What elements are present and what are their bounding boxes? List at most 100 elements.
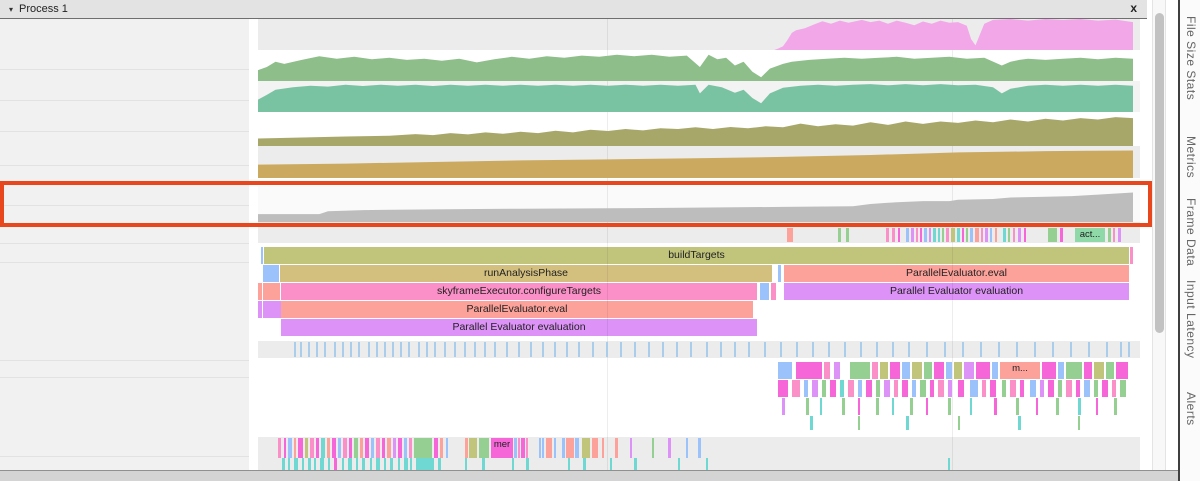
evaluator-slice[interactable] [1066,362,1082,379]
cpu-heavy-slice[interactable] [371,438,374,458]
evaluator-slice[interactable] [976,362,990,379]
gc-tick[interactable] [1088,342,1090,357]
cpu-heavy-slice[interactable] [615,438,618,458]
cpu-heavy-slice[interactable] [302,458,304,470]
flame-bar[interactable] [263,301,281,318]
gc-tick[interactable] [566,342,568,357]
evaluator-slice[interactable] [1058,362,1064,379]
horizontal-scrollbar[interactable] [0,470,1178,481]
evaluator-slice[interactable] [782,398,785,415]
cpu-heavy-slice[interactable] [409,438,412,458]
evaluator-slice[interactable] [778,380,788,397]
critical-path-slice[interactable] [957,228,960,242]
cpu-heavy-slice[interactable] [539,438,541,458]
cpu-heavy-slice[interactable] [562,438,565,458]
critical-path-slice[interactable] [981,228,983,242]
critical-path-slice[interactable] [1048,228,1057,242]
gc-tick[interactable] [926,342,928,357]
gc-tick[interactable] [1052,342,1054,357]
evaluator-slice[interactable] [876,380,880,397]
evaluator-slice[interactable] [850,362,870,379]
gc-tick[interactable] [980,342,982,357]
cpu-heavy-slice[interactable] [362,458,365,470]
evaluator-slice[interactable] [848,380,854,397]
gc-tick[interactable] [748,342,750,357]
critical-path-slice[interactable] [1003,228,1006,242]
flame-bar[interactable] [258,283,262,300]
cpu-heavy-slice[interactable] [652,438,654,458]
cpu-heavy-slice[interactable] [376,458,380,470]
critical-path-slice[interactable] [966,228,968,242]
evaluator-slice[interactable] [1002,380,1006,397]
gc-tick[interactable] [892,342,894,357]
critical-path-slice[interactable] [985,228,988,242]
cpu-heavy-slice[interactable] [465,458,467,470]
gc-tick[interactable] [334,342,336,357]
evaluator-slice[interactable] [1084,362,1092,379]
cpu-heavy-slice[interactable] [390,458,393,470]
evaluator-slice[interactable] [1102,380,1108,397]
gc-tick[interactable] [408,342,410,357]
evaluator-slice[interactable] [946,362,952,379]
evaluator-slice[interactable] [824,362,830,379]
cpu-heavy-slice[interactable] [327,438,330,458]
tab-frame-data[interactable]: Frame Data [1184,198,1198,267]
evaluator-slice[interactable] [892,398,894,415]
evaluator-slice[interactable] [830,380,836,397]
usage-area-chart[interactable] [258,146,1133,178]
evaluator-slice[interactable] [796,362,822,379]
evaluator-slice[interactable] [990,380,996,397]
cpu-heavy-slice[interactable] [404,458,408,470]
gc-tick[interactable] [392,342,394,357]
critical-path-slice-labeled[interactable]: act... [1075,228,1105,242]
cpu-heavy-slice[interactable] [575,438,579,458]
critical-path-slice[interactable] [938,228,940,242]
usage-area-chart[interactable] [258,112,1133,146]
cpu-heavy-slice[interactable] [438,458,441,470]
track-mem-total[interactable] [258,146,1140,178]
gc-tick[interactable] [592,342,594,357]
critical-path-slice[interactable] [898,228,900,242]
evaluator-slice[interactable] [1116,362,1128,379]
cpu-heavy-slice[interactable] [360,438,363,458]
cpu-heavy-slice[interactable] [948,458,950,470]
cpu-heavy-slice[interactable] [698,438,701,458]
cpu-heavy-slice[interactable] [634,458,637,470]
gc-tick[interactable] [530,342,532,357]
cpu-heavy-slice-labeled[interactable]: mer [491,438,513,458]
evaluator-slice[interactable] [1078,416,1080,430]
critical-path-slice[interactable] [924,228,927,242]
cpu-heavy-slice[interactable] [521,438,525,458]
cpu-heavy-slice[interactable] [554,438,556,458]
evaluator-slice[interactable] [1056,398,1059,415]
cpu-heavy-slice[interactable] [278,438,281,458]
flame-bar[interactable] [771,283,776,300]
evaluator-slice[interactable] [992,362,998,379]
cpu-heavy-slice[interactable] [328,458,330,470]
cpu-heavy-slice[interactable] [416,458,434,470]
critical-path-slice[interactable] [990,228,992,242]
critical-path-slice[interactable] [962,228,964,242]
cpu-heavy-slice[interactable] [288,458,290,470]
track-skyframe-evaluator-0[interactable]: m... [258,358,1140,437]
gc-tick[interactable] [764,342,766,357]
usage-area-chart[interactable] [258,50,1133,81]
usage-area-chart[interactable] [258,186,1133,222]
evaluator-slice[interactable] [1018,416,1021,430]
cpu-heavy-slice[interactable] [282,458,285,470]
evaluator-slice[interactable] [954,362,962,379]
flame-bar[interactable] [261,247,263,264]
evaluator-slice[interactable] [806,398,809,415]
evaluator-slice[interactable] [842,398,845,415]
evaluator-slice[interactable] [890,362,900,379]
gc-tick[interactable] [316,342,318,357]
evaluator-slice[interactable] [958,380,964,397]
flame-bar-labeled[interactable]: skyframeExecutor.configureTargets [281,283,757,300]
flame-bar-labeled[interactable]: buildTargets [264,247,1129,264]
cpu-heavy-slice[interactable] [678,458,680,470]
evaluator-slice[interactable] [1040,380,1044,397]
tab-file-size-stats[interactable]: File Size Stats [1184,16,1198,101]
critical-path-slice[interactable] [1108,228,1111,242]
evaluator-slice[interactable] [880,362,888,379]
gc-tick[interactable] [1034,342,1036,357]
